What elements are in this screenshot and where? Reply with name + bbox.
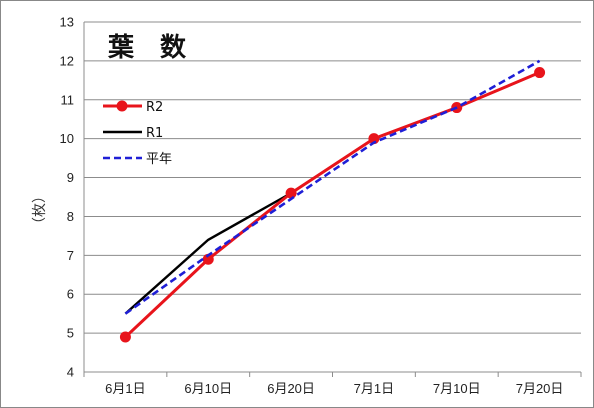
axes: 4 5 6 7 8 9 10 11 12 13 6月1日 6月10日 6月20日 7月1日 7月10日 7月2…	[60, 15, 582, 396]
x-tick-label: 7月20日	[516, 381, 564, 396]
data-point	[285, 187, 297, 199]
data-point	[119, 331, 131, 343]
data-point	[368, 133, 380, 145]
y-tick-label: 13	[60, 15, 74, 30]
legend: R2 R1 平年	[103, 100, 172, 167]
legend-label: R1	[146, 126, 163, 141]
y-tick-label: 10	[60, 131, 74, 146]
x-tick-label: 7月1日	[354, 381, 394, 396]
y-axis-label: （枚）	[32, 189, 48, 231]
y-tick-label: 11	[61, 92, 75, 107]
series-group	[119, 59, 546, 343]
series-line-0	[124, 71, 541, 339]
data-point	[202, 253, 214, 265]
grid-lines	[84, 21, 581, 373]
y-tick-label: 9	[67, 170, 74, 185]
x-tick-label: 6月10日	[184, 381, 232, 396]
data-point	[534, 67, 546, 79]
y-tick-label: 4	[67, 365, 74, 380]
y-tick-label: 6	[67, 287, 74, 302]
x-tick-label: 7月10日	[433, 381, 481, 396]
series-line-2	[124, 59, 541, 315]
legend-label: 平年	[146, 152, 172, 167]
y-tick-label: 8	[67, 209, 74, 224]
x-tick-label: 6月1日	[105, 381, 145, 396]
y-tick-label: 5	[67, 326, 74, 341]
legend-marker	[116, 100, 128, 112]
legend-label: R2	[146, 100, 163, 115]
y-tick-label: 12	[60, 53, 74, 68]
x-tick-label: 6月20日	[267, 381, 315, 396]
chart-title: 葉 数	[107, 33, 187, 63]
y-tick-label: 7	[67, 248, 74, 263]
